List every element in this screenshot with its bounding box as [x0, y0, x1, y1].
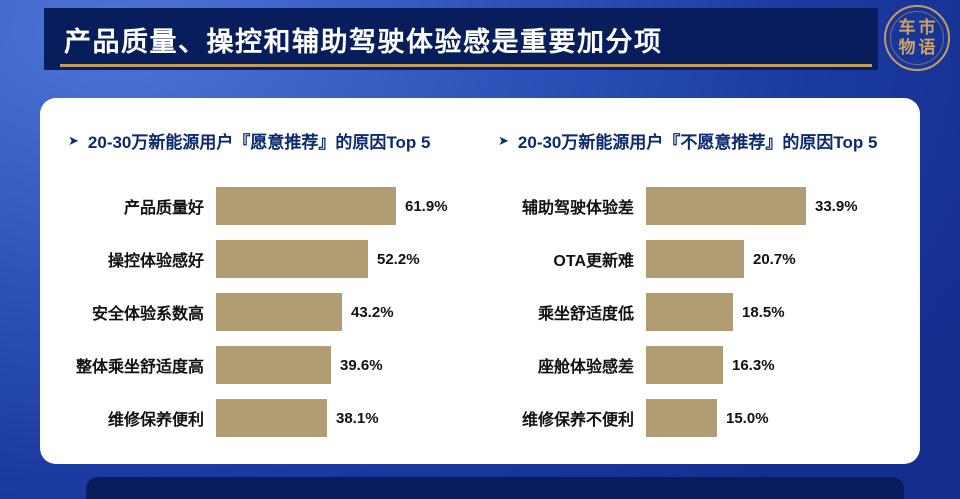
seal-ring: [890, 11, 944, 65]
bar-category-label: 维修保养便利: [107, 412, 204, 429]
bar-row: 维修保养便利 38.1%: [66, 399, 460, 437]
bar: [216, 187, 396, 225]
bar-category-label: 安全体验系数高: [91, 306, 204, 323]
bar-track: 18.5%: [646, 293, 890, 331]
bar-category-label: 维修保养不便利: [521, 412, 634, 429]
chart-willing-recommend: ➤ 20-30万新能源用户『愿意推荐』的原因Top 5 产品质量好 61.9% 操控…: [66, 128, 460, 440]
bar-track: 39.6%: [216, 346, 460, 384]
bar-row: 乘坐舒适度低 18.5%: [496, 293, 890, 331]
bar-value-label: 61.9%: [405, 197, 448, 215]
title-banner: 产品质量、操控和辅助驾驶体验感是重要加分项: [44, 8, 878, 70]
bar-value-label: 18.5%: [742, 303, 785, 321]
bar-track: 38.1%: [216, 399, 460, 437]
bar: [646, 346, 723, 384]
bar-track: 20.7%: [646, 240, 890, 278]
bar-row: 操控体验感好 52.2%: [66, 240, 460, 278]
bar-value-label: 16.3%: [732, 356, 775, 374]
bar-value-label: 15.0%: [726, 409, 769, 427]
bar-row: 辅助驾驶体验差 33.9%: [496, 187, 890, 225]
bar: [216, 346, 331, 384]
bar: [646, 240, 744, 278]
chart-title: 20-30万新能源用户『不愿意推荐』的原因Top 5: [517, 133, 878, 152]
bar: [216, 399, 327, 437]
bar-category-label: 乘坐舒适度低: [537, 306, 634, 323]
chart-unwilling-recommend: ➤ 20-30万新能源用户『不愿意推荐』的原因Top 5 辅助驾驶体验差 33.9…: [496, 128, 890, 440]
bar-category-label: 辅助驾驶体验差: [521, 200, 634, 217]
bar: [646, 399, 717, 437]
bar-track: 52.2%: [216, 240, 460, 278]
bar-value-label: 43.2%: [351, 303, 394, 321]
charts-card: ➤ 20-30万新能源用户『愿意推荐』的原因Top 5 产品质量好 61.9% 操控…: [40, 98, 920, 464]
bar-category-label: OTA更新难: [553, 253, 634, 270]
chart-title: 20-30万新能源用户『愿意推荐』的原因Top 5: [87, 133, 431, 152]
footer-bar: [86, 477, 904, 499]
bar-category-label: 产品质量好: [123, 200, 204, 217]
bar-row: 产品质量好 61.9%: [66, 187, 460, 225]
brand-seal-logo: 车市 物语: [884, 5, 950, 71]
bar-category-label: 座舱体验感差: [537, 359, 634, 376]
chart-title-row: ➤ 20-30万新能源用户『愿意推荐』的原因Top 5: [68, 128, 460, 153]
bar: [216, 293, 342, 331]
bar-value-label: 38.1%: [336, 409, 379, 427]
bar-row: 维修保养不便利 15.0%: [496, 399, 890, 437]
title-underline: [60, 64, 872, 67]
bar-row: 安全体验系数高 43.2%: [66, 293, 460, 331]
bar-rows: 辅助驾驶体验差 33.9% OTA更新难 20.7% 乘坐舒适度低 18.5% 座舱体验感差…: [496, 187, 890, 437]
bar: [646, 187, 806, 225]
bar-row: OTA更新难 20.7%: [496, 240, 890, 278]
bar-value-label: 33.9%: [815, 197, 858, 215]
bar-track: 61.9%: [216, 187, 460, 225]
arrow-icon: ➤: [68, 133, 79, 148]
bar-value-label: 39.6%: [340, 356, 383, 374]
bar-value-label: 52.2%: [377, 250, 420, 268]
bar: [216, 240, 368, 278]
bar-track: 43.2%: [216, 293, 460, 331]
bar-row: 座舱体验感差 16.3%: [496, 346, 890, 384]
arrow-icon: ➤: [498, 133, 509, 148]
bar-rows: 产品质量好 61.9% 操控体验感好 52.2% 安全体验系数高 43.2% 整体乘坐舒适度…: [66, 187, 460, 437]
bar-category-label: 整体乘坐舒适度高: [75, 359, 204, 376]
bar-track: 15.0%: [646, 399, 890, 437]
bar-value-label: 20.7%: [753, 250, 796, 268]
bar-track: 16.3%: [646, 346, 890, 384]
bar: [646, 293, 733, 331]
chart-title-row: ➤ 20-30万新能源用户『不愿意推荐』的原因Top 5: [498, 128, 890, 153]
bar-row: 整体乘坐舒适度高 39.6%: [66, 346, 460, 384]
bar-category-label: 操控体验感好: [107, 253, 204, 270]
page-title: 产品质量、操控和辅助驾驶体验感是重要加分项: [64, 26, 663, 57]
bar-track: 33.9%: [646, 187, 890, 225]
